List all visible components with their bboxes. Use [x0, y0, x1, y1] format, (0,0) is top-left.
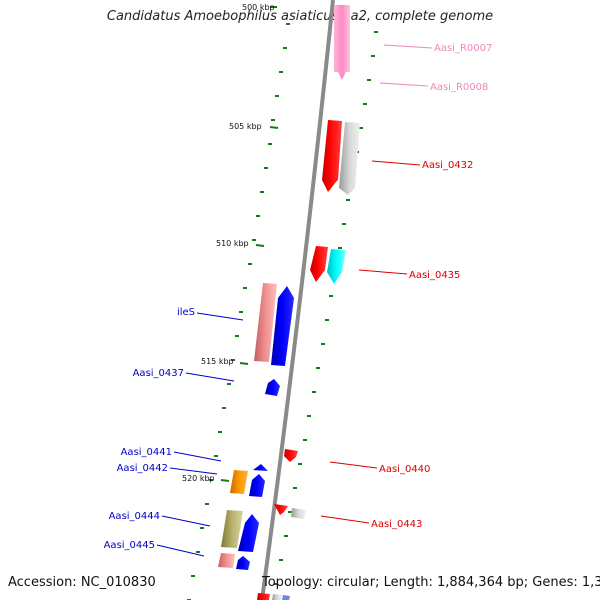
leader-line — [173, 451, 222, 462]
gene-feature-aasi-0443[interactable] — [274, 504, 306, 519]
gene-feature-aasi-r0007[interactable] — [334, 5, 350, 80]
axis-tick-label: 520 kbp — [182, 474, 215, 483]
gene-feature-aasi-0445[interactable] — [218, 553, 250, 570]
genome-backbone — [260, 0, 335, 600]
leader-line — [379, 82, 429, 87]
gene-label-aasi-0440[interactable]: Aasi_0440 — [379, 464, 430, 475]
leader-line — [169, 467, 218, 475]
gene-label-aasi-0445[interactable]: Aasi_0445 — [104, 540, 155, 551]
axis-tick-label: 515 kbp — [201, 357, 234, 366]
gene-label-aasi-r0007[interactable]: Aasi_R0007 — [434, 43, 492, 54]
gene-feature-aasi-0444[interactable] — [221, 510, 259, 552]
gene-label-aasi-0432[interactable]: Aasi_0432 — [422, 160, 473, 171]
axis-tick-label: 510 kbp — [216, 239, 249, 248]
gene-feature-aasi-0440[interactable] — [284, 449, 298, 462]
gene-label-aasi-0435[interactable]: Aasi_0435 — [409, 270, 460, 281]
gene-label-aasi-0443[interactable]: Aasi_0443 — [371, 519, 422, 530]
outer-tick-ring — [274, 31, 378, 585]
leader-line — [156, 544, 205, 557]
gene-feature-aasi-0442[interactable] — [230, 470, 265, 497]
leader-line — [161, 515, 211, 527]
gene-label-aasi-0441[interactable]: Aasi_0441 — [121, 447, 172, 458]
gene-label-iles[interactable]: ileS — [177, 307, 195, 318]
axis-tick-label: 505 kbp — [229, 122, 262, 131]
axis-tick-505: 505 kbp — [229, 122, 279, 131]
gene-feature-iles[interactable] — [254, 283, 294, 366]
axis-tick-520: 520 kbp — [182, 474, 230, 483]
axis-tick-515: 515 kbp — [201, 357, 249, 366]
inner-tick-ring — [187, 23, 290, 600]
leader-line — [320, 515, 370, 524]
leader-line — [196, 312, 244, 321]
gene-feature-aasi-0437[interactable] — [265, 379, 280, 396]
axis-tick-label: 500 kbp — [242, 3, 275, 12]
gene-feature-aasi-0441[interactable] — [253, 464, 268, 471]
axis-tick-500: 500 kbp — [242, 3, 277, 12]
gene-feature-partial-bottom[interactable] — [257, 593, 290, 600]
leader-line — [383, 44, 433, 49]
gene-label-aasi-0442[interactable]: Aasi_0442 — [117, 463, 168, 474]
map-title: Candidatus Amoebophilus asiaticus 5a2, c… — [106, 9, 494, 24]
leader-line — [185, 372, 235, 382]
topology-text: Topology: circular; Length: 1,884,364 bp… — [262, 575, 600, 590]
leader-line — [358, 269, 408, 275]
gene-feature-aasi-0435[interactable] — [310, 246, 346, 284]
leader-line — [371, 160, 421, 166]
gene-feature-aasi-0432[interactable] — [322, 120, 360, 195]
leader-line — [329, 461, 378, 469]
gene-label-aasi-r0008[interactable]: Aasi_R0008 — [430, 82, 488, 93]
axis-tick-510: 510 kbp — [216, 239, 265, 248]
gene-label-aasi-0437[interactable]: Aasi_0437 — [133, 368, 184, 379]
accession-text: Accession: NC_010830 — [8, 575, 156, 590]
gene-label-aasi-0444[interactable]: Aasi_0444 — [109, 511, 160, 522]
